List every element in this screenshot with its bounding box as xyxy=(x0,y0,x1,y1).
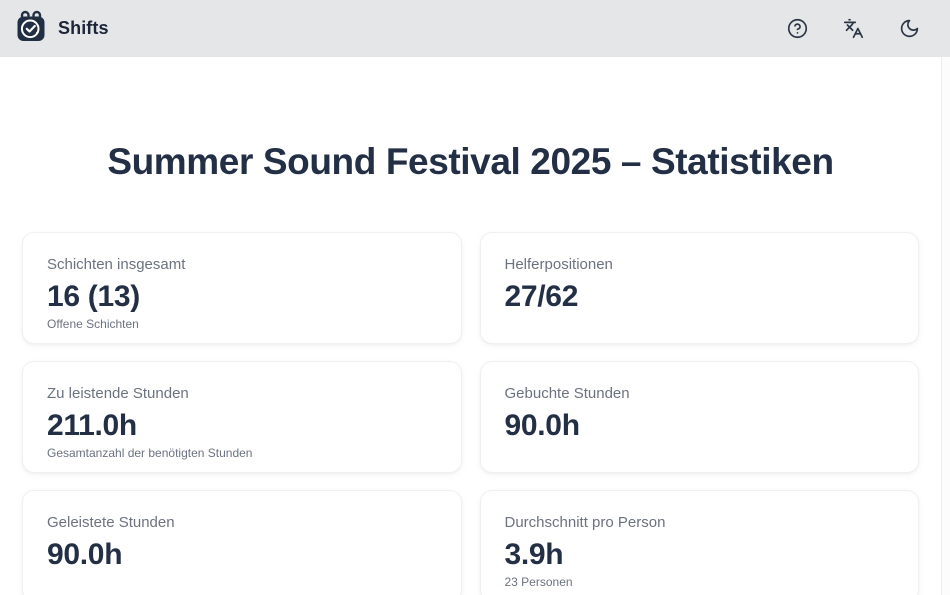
app-header: Shifts xyxy=(0,0,950,57)
stat-subtext: 23 Personen xyxy=(504,575,573,590)
stat-value: 211.0h xyxy=(47,408,137,442)
circle-help-icon xyxy=(787,18,808,39)
stat-value: 27/62 xyxy=(504,279,579,313)
statistics-page: Summer Sound Festival 2025 – Statistiken… xyxy=(0,141,941,595)
stats-grid: Schichten insgesamt 16 (13) Offene Schic… xyxy=(22,232,919,595)
scrollbar[interactable] xyxy=(941,57,950,595)
app-title: Shifts xyxy=(58,18,109,38)
stat-card-completed-hours: Geleistete Stunden 90.0h xyxy=(22,490,462,595)
header-actions xyxy=(786,18,932,40)
stat-label: Schichten insgesamt xyxy=(47,256,186,273)
stat-value: 90.0h xyxy=(504,408,581,442)
help-button[interactable] xyxy=(786,18,808,40)
stat-label: Geleistete Stunden xyxy=(47,514,175,531)
languages-icon xyxy=(843,18,864,39)
stat-label: Gebuchte Stunden xyxy=(504,385,630,402)
stat-value: 3.9h xyxy=(504,537,564,571)
stat-value: 16 (13) xyxy=(47,279,140,313)
moon-icon xyxy=(899,18,920,39)
stat-subtext: Offene Schichten xyxy=(47,317,139,332)
stat-value: 90.0h xyxy=(47,537,123,571)
dark-mode-toggle[interactable] xyxy=(898,18,920,40)
stat-card-booked-hours: Gebuchte Stunden 90.0h xyxy=(479,361,919,473)
stat-label: Helferpositionen xyxy=(504,256,613,273)
stat-subtext: Gesamtanzahl der benötigten Stunden xyxy=(47,446,253,461)
stat-card-average-per-person: Durchschnitt pro Person 3.9h 23 Personen xyxy=(479,490,919,595)
stat-card-helper-positions: Helferpositionen 27/62 xyxy=(479,232,919,344)
calendar-check-logo-icon xyxy=(14,9,48,48)
language-button[interactable] xyxy=(842,18,864,40)
page-title: Summer Sound Festival 2025 – Statistiken xyxy=(107,141,834,182)
stat-label: Durchschnitt pro Person xyxy=(504,514,666,531)
stat-card-total-shifts: Schichten insgesamt 16 (13) Offene Schic… xyxy=(22,232,462,344)
stat-label: Zu leistende Stunden xyxy=(47,385,189,402)
app-logo[interactable]: Shifts xyxy=(14,9,109,48)
stat-card-required-hours: Zu leistende Stunden 211.0h Gesamtanzahl… xyxy=(22,361,462,473)
